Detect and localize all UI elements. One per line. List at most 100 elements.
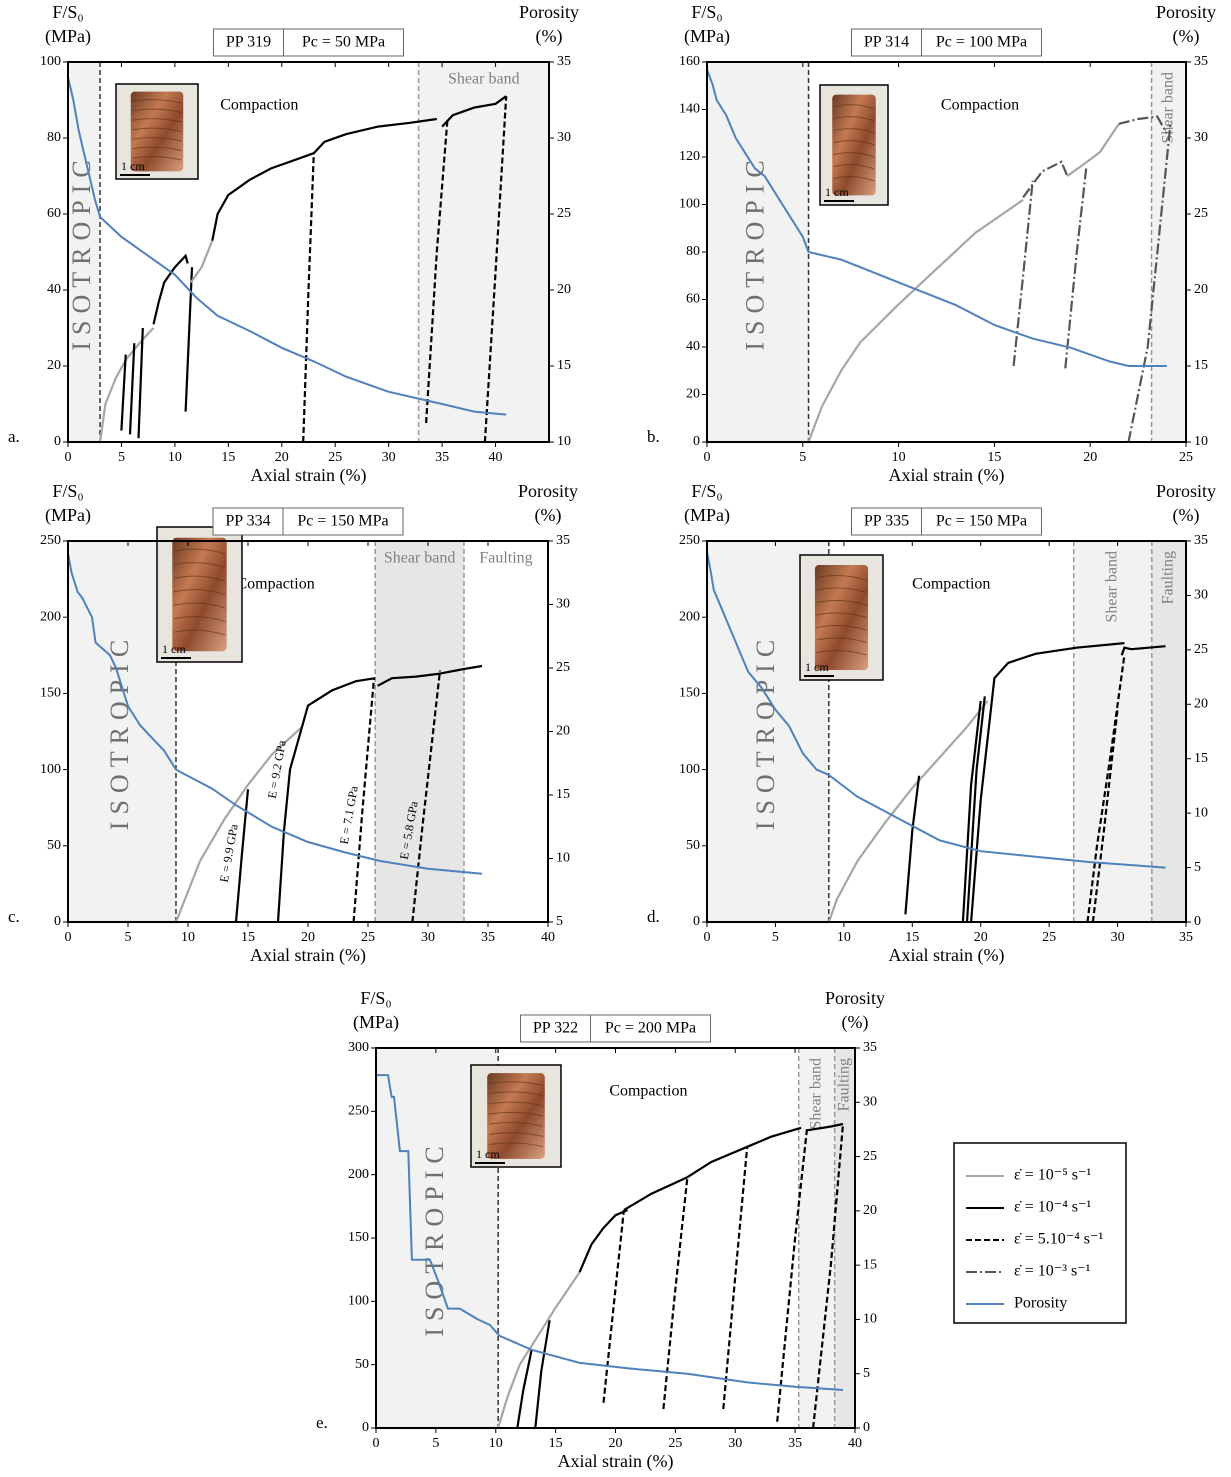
x-tick-label: 25: [1042, 930, 1056, 945]
stress-line: [970, 642, 1125, 923]
x-tick-label: 15: [905, 930, 919, 945]
panel: ISOTROPIC Compaction Shear band Faulting 1 c…: [8, 481, 578, 966]
photo-wrinkle: [173, 589, 226, 595]
region-label: Shear band: [1103, 551, 1120, 623]
y-tick-label: 80: [47, 130, 61, 145]
x-tick-label: 25: [328, 450, 342, 465]
stress-line: [128, 343, 136, 435]
stress-line: [300, 677, 376, 728]
x-tick-label: 5: [125, 930, 132, 945]
stress-line: [483, 96, 508, 443]
y2-axis-title: Porosity: [1156, 481, 1216, 501]
y2-tick-label: 5: [1194, 860, 1201, 875]
sample-photo-body: [487, 1073, 545, 1159]
y2-tick-label: 15: [556, 787, 570, 802]
y-tick-label: 150: [40, 686, 61, 701]
x-tick-label: 15: [987, 450, 1001, 465]
y2-tick-label: 5: [863, 1366, 870, 1381]
photo-wrinkle: [833, 140, 875, 146]
region-label: Compaction: [609, 1083, 687, 1100]
y-tick-label: 100: [679, 762, 700, 777]
y2-axis-title: Porosity: [1156, 2, 1216, 22]
plot-frame: [706, 540, 1187, 923]
photo-wrinkle: [132, 146, 182, 151]
photo-wrinkle: [132, 118, 182, 123]
photo-wrinkle: [488, 1142, 544, 1148]
x-tick-label: 20: [1083, 450, 1097, 465]
stress-line: [686, 1145, 748, 1179]
modulus-label: E = 9.9 GPa: [217, 822, 241, 883]
y-tick-label: 250: [679, 533, 700, 548]
photo-wrinkle: [833, 152, 875, 158]
region-label: Shear band: [384, 550, 456, 567]
y-tick-label: 50: [355, 1357, 369, 1372]
stress-line: [152, 253, 189, 325]
x-axis-title: Axial strain (%): [558, 1451, 674, 1472]
stress-line: [1022, 160, 1069, 199]
y2-tick-label: 25: [863, 1149, 877, 1164]
legend-label: ε̇ = 5.10⁻⁴ s⁻¹: [1014, 1231, 1103, 1248]
region-label: Compaction: [220, 97, 298, 114]
porosity-line: [706, 551, 1166, 869]
y-tick-label: 0: [362, 1420, 369, 1435]
stress-line: [120, 354, 127, 431]
region: [707, 62, 809, 442]
photo-wrinkle: [132, 137, 182, 142]
stress-line: [707, 700, 989, 924]
region-label: Compaction: [236, 576, 314, 593]
x-tick-label: 15: [549, 1436, 563, 1451]
y-tick-label: 200: [679, 609, 700, 624]
y-axis-title: F/S₀: [691, 2, 722, 22]
photo-wrinkle: [816, 637, 867, 643]
stress-line: [441, 95, 507, 128]
x-tick-label: 10: [181, 930, 195, 945]
stress-line: [68, 726, 303, 924]
stress-line: [806, 1122, 844, 1132]
stress-line: [377, 672, 441, 687]
y2-tick-label: 25: [1194, 206, 1208, 221]
photo-wrinkle: [833, 104, 875, 110]
stress-line: [722, 1146, 749, 1410]
panel-label: d.: [647, 907, 660, 926]
y2-tick-label: 10: [557, 434, 571, 449]
porosity-line: [67, 76, 507, 416]
photo-wrinkle: [488, 1101, 544, 1107]
panel: ISOTROPIC Compaction Shear band Faulting 1 c…: [316, 988, 885, 1472]
y2-tick-label: 25: [557, 206, 571, 221]
stress-line: [904, 775, 921, 915]
scale-bar-label: 1 cm: [476, 1147, 500, 1161]
photo-wrinkle: [833, 164, 875, 170]
legend-label: ε̇ = 10⁻⁵ s⁻¹: [1014, 1167, 1091, 1184]
region: [68, 62, 101, 442]
scale-bar-label: 1 cm: [805, 660, 829, 674]
y-tick-label: 60: [686, 292, 700, 307]
sample-photo-body: [832, 94, 876, 196]
photo-wrinkle: [173, 575, 226, 582]
sample-id: PP 335: [864, 513, 909, 530]
y2-tick-label: 30: [556, 597, 570, 612]
photo-wrinkle: [132, 127, 182, 132]
stress-line: [1127, 121, 1172, 443]
region-label: Faulting: [835, 1058, 852, 1111]
stress-line: [812, 1123, 845, 1429]
y2-tick-label: 20: [863, 1203, 877, 1218]
region-label: ISOTROPIC: [741, 153, 770, 350]
photo-wrinkle: [488, 1081, 544, 1086]
sample-id: PP 334: [225, 513, 270, 530]
y-axis-title: (MPa): [353, 1012, 399, 1033]
stress-line: [425, 118, 449, 424]
x-tick-label: 10: [837, 930, 851, 945]
stress-line: [302, 153, 315, 443]
plot-frame: [67, 61, 550, 443]
stress-line: [965, 696, 986, 923]
stress-line: [746, 1126, 802, 1148]
region-label: Shear band: [448, 71, 520, 88]
y-tick-label: 150: [679, 686, 700, 701]
sample-box: [213, 28, 404, 57]
y-tick-label: 50: [686, 838, 700, 853]
y-tick-label: 0: [693, 914, 700, 929]
y2-tick-label: 10: [556, 851, 570, 866]
photo-wrinkle: [833, 128, 875, 134]
modulus-label: E = 9.2 GPa: [265, 739, 289, 800]
y-axis-title: F/S₀: [691, 481, 722, 501]
